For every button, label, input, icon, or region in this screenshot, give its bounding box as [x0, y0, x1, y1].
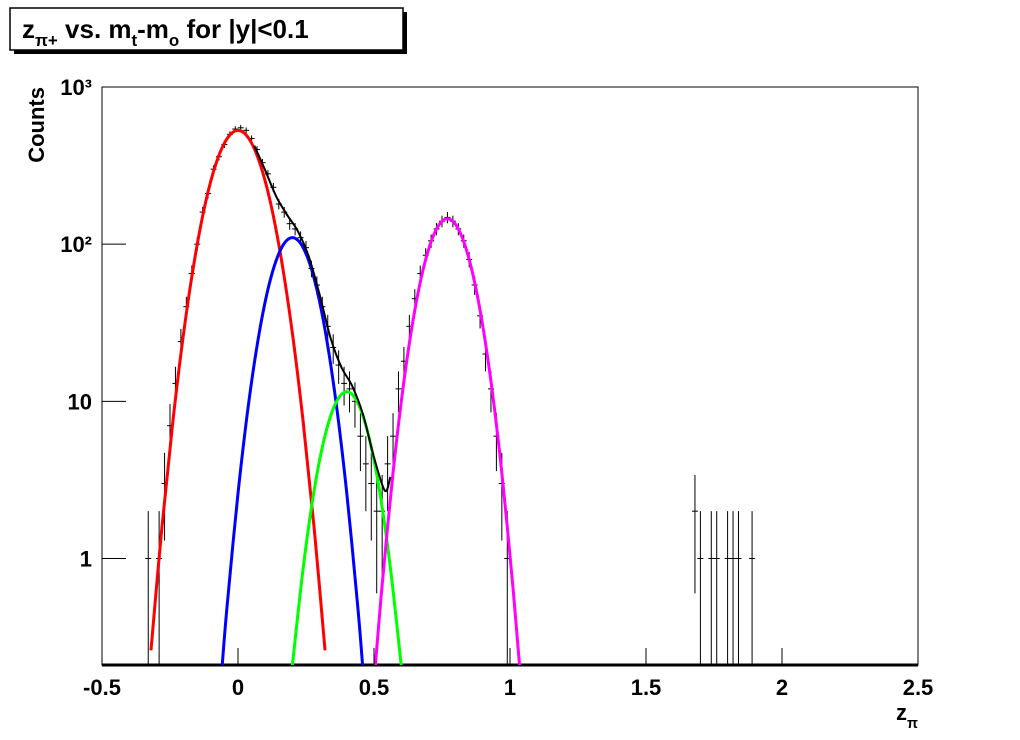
data-point — [243, 127, 250, 134]
data-point — [395, 371, 402, 413]
chart-title: zπ+ vs. mt-mo for |y|<0.1 — [22, 14, 309, 50]
text-part: -m — [137, 14, 169, 44]
subscript: t — [132, 31, 138, 50]
x-tick-label: 0 — [232, 675, 244, 700]
fit-curve — [373, 217, 522, 665]
data-point — [708, 511, 715, 665]
x-tick-label: 2.5 — [903, 675, 934, 700]
data-point — [384, 436, 391, 512]
subscript: π+ — [35, 31, 58, 50]
fit-curve — [220, 236, 365, 665]
data-point — [749, 511, 756, 665]
data-point — [697, 511, 704, 665]
x-axis-title: zπ — [896, 700, 918, 732]
data-point — [713, 511, 720, 665]
plot-area — [145, 124, 756, 665]
data-point — [373, 474, 380, 594]
x-tick-label: 1.5 — [631, 675, 662, 700]
text-part: vs. m — [58, 14, 132, 44]
x-tick-label: 2 — [776, 675, 788, 700]
text-part: z — [896, 700, 907, 725]
data-point — [357, 413, 364, 472]
text-part: z — [22, 14, 35, 44]
y-tick-label: 1 — [80, 546, 92, 571]
subscript: o — [169, 31, 179, 50]
x-tick-label: 0.5 — [359, 675, 390, 700]
data-point — [368, 452, 375, 541]
title-box — [9, 7, 404, 51]
data-point — [691, 474, 698, 594]
y-axis-title: Counts — [24, 87, 49, 163]
fit-curve — [253, 145, 392, 493]
data-point — [145, 511, 152, 665]
subscript: π — [907, 716, 918, 732]
x-tick-label: -0.5 — [83, 675, 121, 700]
y-tick-label: 10³ — [60, 75, 92, 100]
data-point — [730, 511, 737, 665]
data-point — [362, 436, 369, 512]
fit-curve — [290, 390, 403, 665]
fit-curve — [149, 128, 327, 651]
data-point — [724, 511, 731, 665]
y-tick-label: 10 — [68, 389, 92, 414]
y-tick-label: 10² — [60, 232, 92, 257]
x-tick-label: 1 — [504, 675, 516, 700]
data-point — [735, 511, 742, 665]
text-part: for |y|<0.1 — [179, 14, 308, 44]
